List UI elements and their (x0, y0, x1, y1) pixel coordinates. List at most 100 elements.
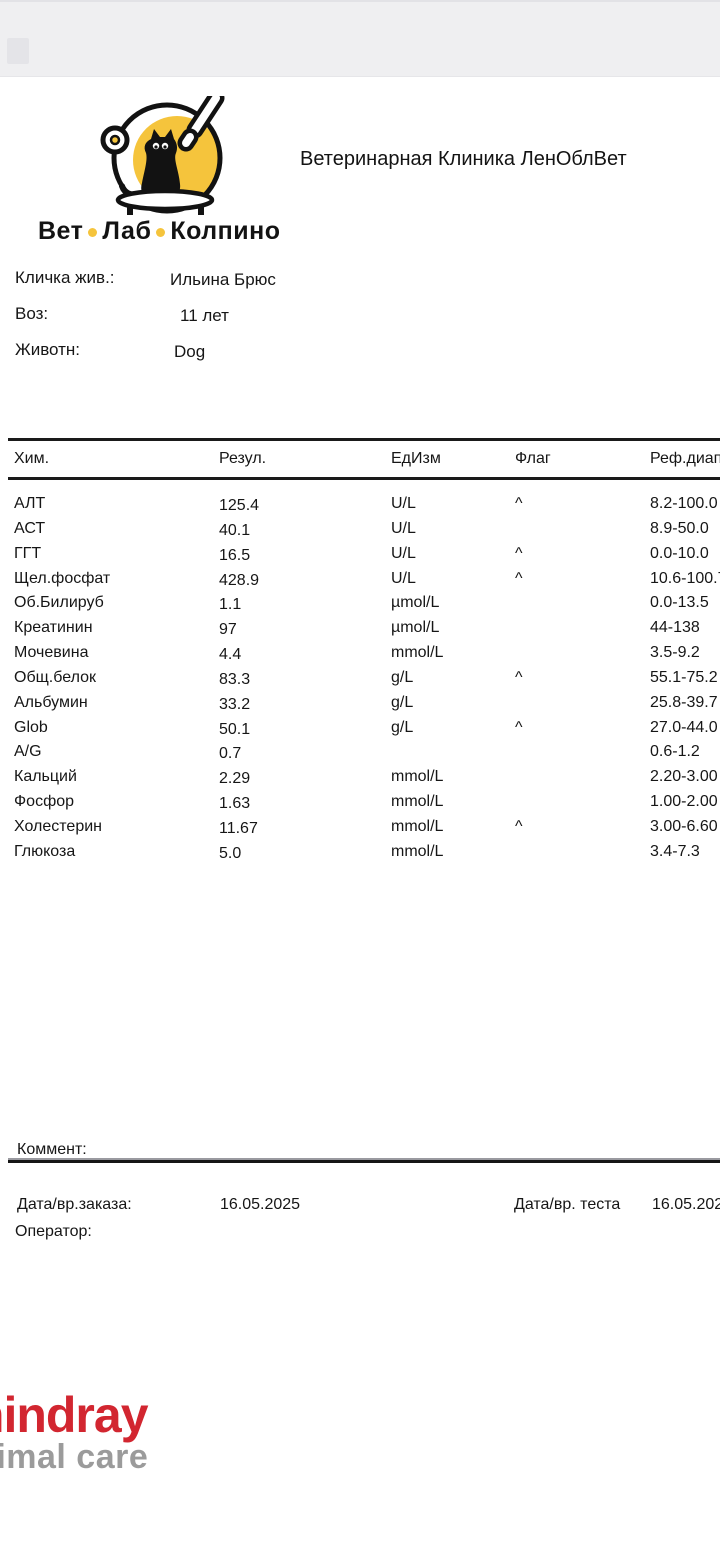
analyte-name: Щел.фосфат (14, 569, 111, 587)
analyte-unit: µmol/L (391, 619, 440, 637)
analyte-range: 3.5-9.2 (650, 644, 700, 662)
analyte-unit: mmol/L (391, 842, 444, 860)
analyte-name: Glob (14, 718, 48, 736)
table-row: Кальций 2.29 mmol/L 2.20-3.00 (0, 765, 720, 790)
column-header-unit: ЕдИзм (391, 450, 441, 467)
patient-field-label: Воз: (15, 304, 49, 323)
analyte-flag: ^ (515, 718, 523, 736)
results-table-header: Хим. Резул. ЕдИзм Флаг Реф.диап (0, 450, 720, 472)
analyte-unit: g/L (391, 693, 414, 711)
analyte-name: Общ.белок (14, 668, 96, 686)
analyte-result: 33.2 (219, 695, 251, 713)
patient-field-label: Животн: (15, 340, 81, 359)
analyte-range: 55.1-75.2 (650, 668, 718, 686)
analyte-result: 50.1 (219, 720, 251, 738)
analyte-range: 8.9-50.0 (650, 519, 709, 537)
table-row: Креатинин 97 µmol/L 44-138 (0, 616, 720, 641)
analyte-unit: µmol/L (391, 594, 440, 612)
table-header-rule (8, 477, 720, 480)
analyte-range: 27.0-44.0 (650, 718, 718, 736)
table-row: Фосфор 1.63 mmol/L 1.00-2.00 (0, 790, 720, 815)
analyte-unit: U/L (391, 495, 416, 512)
analyte-name: Глюкоза (14, 842, 76, 860)
analyte-range: 0.0-13.5 (650, 594, 709, 612)
clinic-wordmark: Вет Лаб Колпино (38, 217, 281, 246)
table-row: Об.Билируб 1.1 µmol/L 0.0-13.5 (0, 591, 720, 616)
analyte-flag: ^ (515, 495, 523, 512)
operator-label: Оператор: (15, 1223, 92, 1240)
table-row: АСТ 40.1 U/L 8.9-50.0 (0, 517, 720, 542)
clinic-logo-cat-icon (100, 96, 225, 215)
patient-field-label: Кличка жив.: (15, 268, 115, 287)
analyte-range: 25.8-39.7 (650, 693, 718, 711)
analyte-name: Кальций (14, 768, 77, 786)
analyte-name: АЛТ (14, 495, 46, 512)
analyte-result: 83.3 (219, 670, 251, 688)
table-row: A/G 0.7 0.6-1.2 (0, 740, 720, 765)
analyte-result: 2.29 (219, 770, 251, 788)
analyte-name: Альбумин (14, 693, 88, 711)
analyte-result: 1.63 (219, 795, 251, 813)
table-top-rule (8, 438, 720, 441)
table-row: Холестерин 11.67 mmol/L ^ 3.00-6.60 (0, 815, 720, 840)
analyte-unit: U/L (391, 519, 416, 537)
wordmark-dot-icon (156, 228, 166, 237)
patient-field-value: Dog (174, 342, 206, 361)
analyte-result: 5.0 (219, 844, 242, 862)
analyte-unit: U/L (391, 569, 416, 587)
table-row: Альбумин 33.2 g/L 25.8-39.7 (0, 691, 720, 716)
patient-info-row: Кличка жив.: Ильина Брюс (15, 268, 535, 304)
analyte-result: 125.4 (219, 497, 260, 514)
patient-info: Кличка жив.: Ильина Брюс Воз: 11 лет Жив… (15, 268, 535, 376)
analyte-unit: mmol/L (391, 817, 444, 835)
column-header-result: Резул. (219, 450, 267, 467)
table-row: ГГТ 16.5 U/L ^ 0.0-10.0 (0, 542, 720, 567)
status-bar (0, 0, 720, 77)
analyte-range: 0.0-10.0 (650, 544, 709, 562)
analyte-unit: mmol/L (391, 768, 444, 786)
analyte-range: 3.4-7.3 (650, 842, 700, 860)
table-row: Glob 50.1 g/L ^ 27.0-44.0 (0, 716, 720, 741)
analyte-range: 0.6-1.2 (650, 743, 700, 761)
table-row: Общ.белок 83.3 g/L ^ 55.1-75.2 (0, 666, 720, 691)
wordmark-part: Вет (38, 217, 84, 245)
analyte-result: 428.9 (219, 571, 260, 589)
analyte-name: Креатинин (14, 619, 93, 637)
column-header-flag: Флаг (515, 450, 551, 467)
analyte-range: 10.6-100.7 (650, 569, 720, 587)
patient-field-value: 11 лет (180, 306, 229, 325)
analyte-flag: ^ (515, 569, 523, 587)
analyte-unit: mmol/L (391, 644, 444, 662)
analyte-range: 44-138 (650, 619, 700, 637)
analyte-result: 97 (219, 621, 237, 639)
table-row: Мочевина 4.4 mmol/L 3.5-9.2 (0, 641, 720, 666)
analyte-name: Фосфор (14, 793, 75, 811)
analyte-result: 1.1 (219, 596, 242, 614)
test-date-label: Дата/вр. теста (514, 1196, 621, 1213)
results-table-body: АЛТ 125.4 U/L ^ 8.2-100.0 АСТ 40.1 U/L 8… (0, 492, 720, 865)
comment-label: Коммент: (17, 1141, 87, 1158)
analyte-name: Об.Билируб (14, 594, 104, 612)
analyte-name: A/G (14, 743, 42, 761)
column-header-chem: Хим. (14, 450, 50, 467)
analyte-name: Холестерин (14, 817, 102, 835)
clinic-title: Ветеринарная Клиника ЛенОблВет (300, 148, 627, 170)
analyte-unit: g/L (391, 668, 414, 686)
analyte-name: ГГТ (14, 544, 42, 562)
analyte-flag: ^ (515, 817, 523, 835)
analyte-range: 3.00-6.60 (650, 817, 718, 835)
dates-row: Дата/вр.заказа: 16.05.2025 Дата/вр. тест… (0, 1196, 720, 1216)
mindray-logo: mindray (0, 1387, 149, 1443)
analyte-range: 8.2-100.0 (650, 495, 718, 512)
analyte-name: Мочевина (14, 644, 89, 662)
patient-info-row: Воз: 11 лет (15, 304, 535, 340)
analyte-range: 1.00-2.00 (650, 793, 718, 811)
table-row: Щел.фосфат 428.9 U/L ^ 10.6-100.7 (0, 567, 720, 592)
order-date-value: 16.05.2025 (220, 1196, 301, 1213)
analyte-result: 11.67 (219, 819, 258, 837)
comment-rule (8, 1158, 720, 1163)
analyte-unit: mmol/L (391, 793, 444, 811)
analyte-result: 0.7 (219, 745, 242, 763)
order-date-label: Дата/вр.заказа: (17, 1196, 132, 1213)
